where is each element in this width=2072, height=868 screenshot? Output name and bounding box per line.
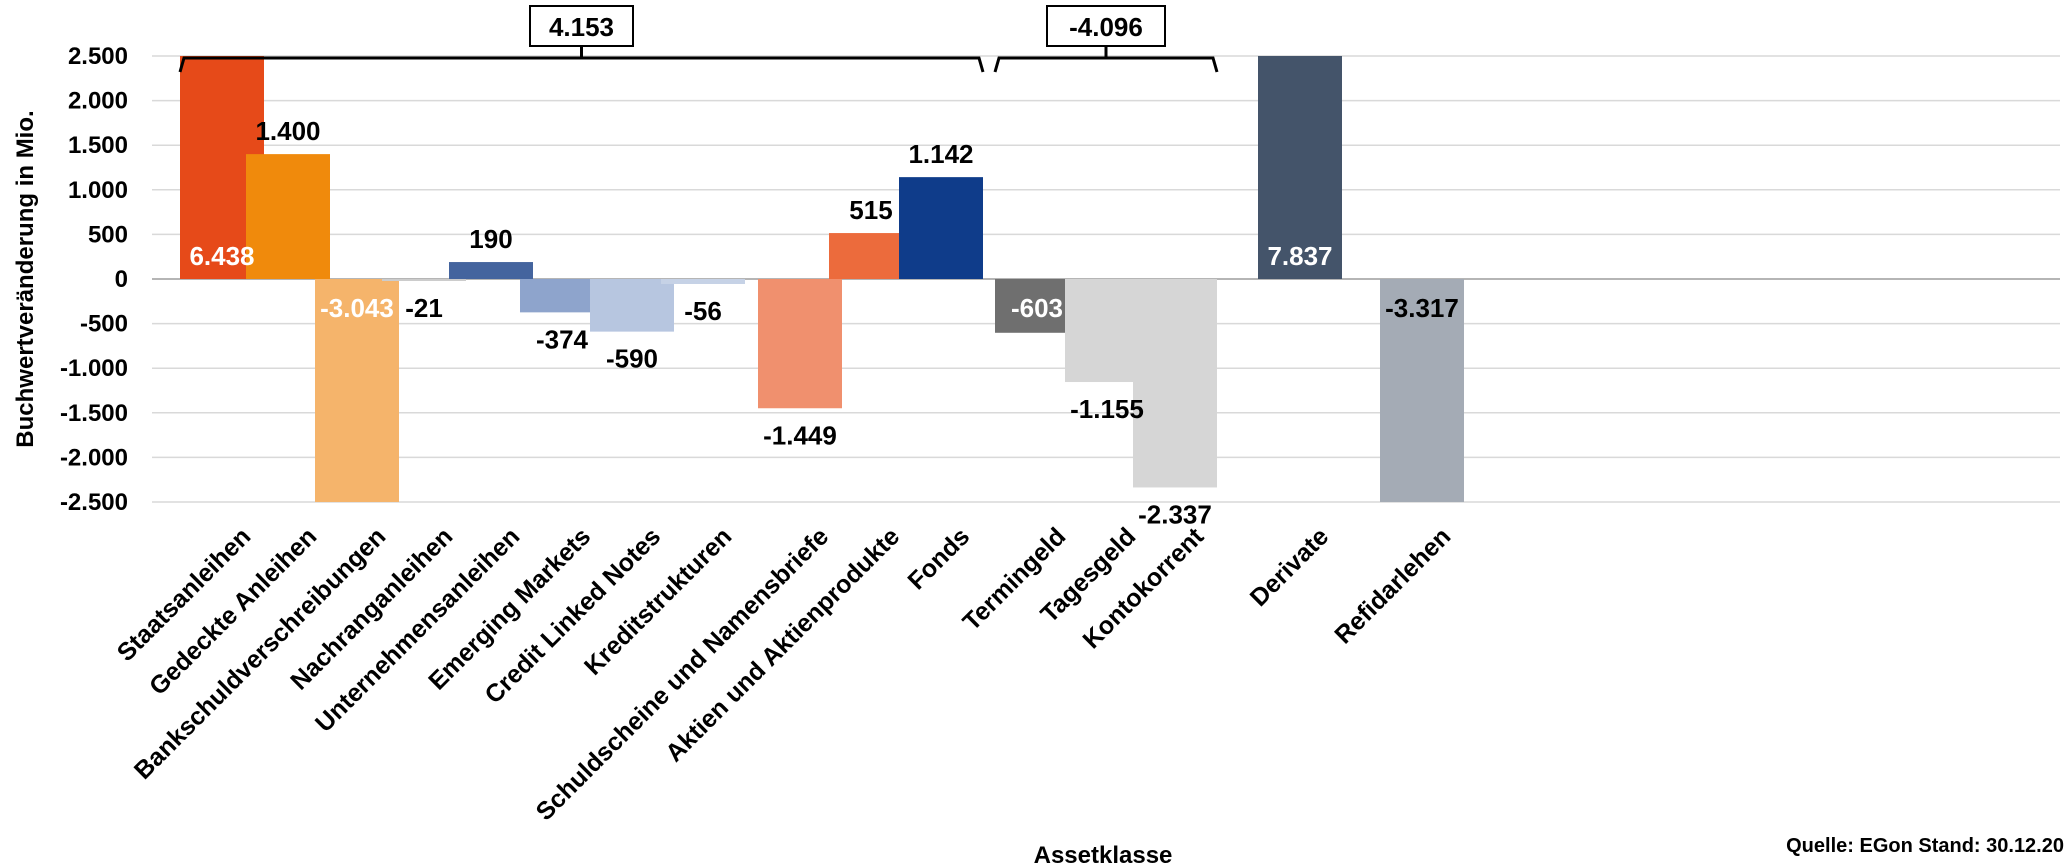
y-tick-label: -2.500 [60, 489, 128, 516]
bar-kontokorrent [1133, 279, 1217, 488]
data-label: -56 [684, 296, 722, 326]
data-label: -2.337 [1138, 499, 1212, 529]
y-tick-label: 1.500 [68, 132, 128, 159]
bar-nachranganleihen [382, 279, 466, 281]
x-tick-label: Refidarlehen [1329, 522, 1456, 649]
data-label: -3.043 [320, 293, 394, 323]
data-label: -1.155 [1070, 394, 1144, 424]
bar-fonds [899, 177, 983, 279]
data-label: -1.449 [763, 420, 837, 450]
y-tick-label: 0 [115, 266, 128, 293]
bar-bankschuldverschreibungen [315, 279, 399, 502]
annotation-label: 4.153 [549, 12, 614, 42]
annotation-box [1046, 5, 1166, 47]
x-axis-label: Assetklasse [1034, 842, 1173, 868]
data-label: 7.837 [1267, 241, 1332, 271]
bar-schuldscheine-und-namensbriefe [758, 279, 842, 409]
bar-gedeckte-anleihen [246, 154, 330, 279]
y-tick-label: 500 [88, 221, 128, 248]
bar-kreditstrukturen [661, 279, 745, 284]
y-tick-label: 2.000 [68, 88, 128, 115]
source-note: Quelle: EGon Stand: 30.12.20 [1786, 835, 2064, 857]
y-tick-label: -1.000 [60, 355, 128, 382]
y-axis-label: Buchwertveränderung in Mio. [12, 110, 39, 447]
data-label: -590 [606, 344, 658, 374]
data-label: 1.400 [255, 116, 320, 146]
annotation-box [529, 5, 634, 47]
data-label: -21 [405, 293, 443, 323]
data-label: -603 [1011, 293, 1063, 323]
data-label: 1.142 [908, 139, 973, 169]
x-tick-label: Fonds [902, 522, 975, 595]
y-tick-label: -500 [80, 311, 128, 338]
bar-credit-linked-notes [590, 279, 674, 332]
bracket [993, 46, 1219, 73]
annotation-label: -4.096 [1069, 12, 1143, 42]
x-tick-label: Kontokorrent [1077, 522, 1209, 654]
bar-derivate [1258, 56, 1342, 279]
data-label: 190 [469, 224, 512, 254]
data-label: 515 [849, 195, 892, 225]
data-label: -374 [536, 324, 589, 354]
x-tick-label: Derivate [1245, 522, 1335, 612]
y-tick-label: -1.500 [60, 400, 128, 427]
bar-refidarlehen [1380, 279, 1464, 502]
bar-unternehmensanleihen [449, 262, 533, 279]
y-tick-label: 2.500 [68, 43, 128, 70]
bracket [178, 46, 985, 73]
y-tick-label: 1.000 [68, 177, 128, 204]
y-tick-label: -2.000 [60, 444, 128, 471]
x-tick-label: Bankschuldverschreibungen [129, 522, 391, 784]
data-label: -3.317 [1385, 293, 1459, 323]
data-label: 6.438 [189, 241, 254, 271]
